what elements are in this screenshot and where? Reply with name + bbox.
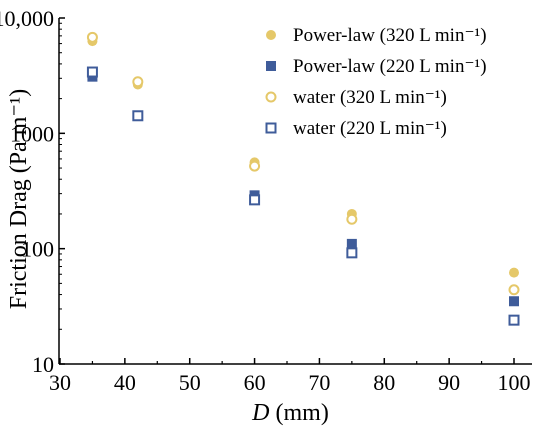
data-point: [132, 76, 144, 88]
x-tick-label: 30: [49, 370, 71, 395]
y-axis-title: Friction Drag (Pa m⁻¹): [6, 89, 32, 310]
data-point: [249, 160, 261, 172]
data-point: [508, 314, 520, 326]
x-tick-label: 90: [438, 370, 460, 395]
legend-marker: [265, 91, 277, 103]
x-tick-label: 80: [373, 370, 395, 395]
x-tick-label: 100: [498, 370, 531, 395]
y-tick-label: 1000: [10, 121, 54, 146]
legend-label: Power-law (320 L min⁻¹): [293, 25, 487, 46]
x-axis-variable: D: [251, 400, 269, 426]
data-point: [346, 238, 357, 249]
data-point: [509, 267, 519, 278]
x-tick-label: 60: [244, 370, 266, 395]
legend-marker: [265, 122, 277, 134]
y-tick-label: 100: [21, 237, 54, 262]
data-point: [508, 284, 520, 296]
x-tick-label: 50: [179, 370, 201, 395]
data-point: [346, 247, 358, 259]
y-tick-label: 10: [32, 352, 54, 377]
x-axis-unit: (mm): [270, 400, 329, 426]
legend-marker: [266, 61, 276, 71]
data-markers: [86, 31, 520, 326]
data-point: [86, 31, 98, 43]
legend-label: water (220 L min⁻¹): [293, 118, 447, 139]
data-point: [249, 194, 261, 206]
data-point: [86, 66, 98, 78]
data-point: [132, 110, 144, 122]
legend-label: water (320 L min⁻¹): [293, 87, 447, 108]
y-tick-label: 10,000: [0, 6, 54, 31]
x-tick-label: 70: [308, 370, 330, 395]
legend-label: Power-law (220 L min⁻¹): [293, 56, 487, 77]
x-tick-label: 40: [114, 370, 136, 395]
plot-area: 30 40 50 60 70 80 90 100 10 100 1000 10,000: [0, 6, 532, 395]
data-point: [346, 213, 358, 225]
y-axis-ticks: 10 100 1000 10,000: [0, 6, 65, 377]
legend-marker: [266, 30, 276, 40]
x-axis-ticks: 30 40 50 60 70 80 90 100: [49, 358, 531, 395]
x-axis-title: D (mm): [251, 400, 329, 426]
data-point: [509, 296, 519, 307]
legend: Power-law (320 L min⁻¹) Power-law (220 L …: [265, 25, 487, 139]
